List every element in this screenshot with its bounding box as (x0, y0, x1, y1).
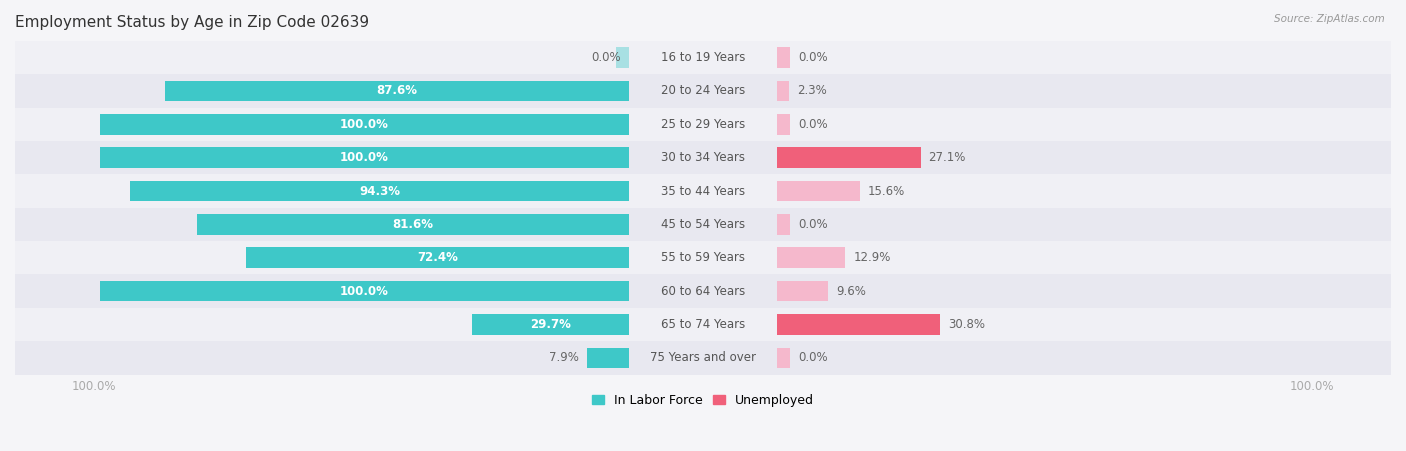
Bar (100, 281, 628, 301)
Bar (129, 181, 628, 202)
Text: 0.0%: 0.0% (799, 218, 828, 231)
Text: 25 to 29 Years: 25 to 29 Years (661, 118, 745, 131)
Bar (778, 348, 790, 368)
Text: 0.0%: 0.0% (799, 51, 828, 64)
Text: 0.0%: 0.0% (799, 351, 828, 364)
Text: 100.0%: 100.0% (340, 118, 388, 131)
Bar (100, 114, 628, 135)
Bar (778, 147, 921, 168)
Text: 100.0%: 100.0% (340, 285, 388, 298)
Text: 30.8%: 30.8% (948, 318, 986, 331)
Text: 81.6%: 81.6% (392, 218, 433, 231)
Bar (15, 108, 1391, 141)
Text: 15.6%: 15.6% (868, 184, 905, 198)
Text: 12.9%: 12.9% (853, 251, 890, 264)
Bar (778, 281, 828, 301)
Bar (15, 175, 1391, 208)
Bar (15, 308, 1391, 341)
Text: 9.6%: 9.6% (835, 285, 866, 298)
Text: 75 Years and over: 75 Years and over (650, 351, 756, 364)
Bar (778, 81, 789, 101)
Text: 16 to 19 Years: 16 to 19 Years (661, 51, 745, 64)
Text: 72.4%: 72.4% (418, 251, 458, 264)
Bar (778, 214, 790, 235)
Bar (100, 147, 628, 168)
Bar (15, 241, 1391, 275)
Bar (15, 208, 1391, 241)
Text: 100.0%: 100.0% (340, 151, 388, 164)
Bar (15, 275, 1391, 308)
Bar (15, 74, 1391, 108)
Bar (197, 214, 628, 235)
Text: 87.6%: 87.6% (377, 84, 418, 97)
Bar (778, 314, 941, 335)
Text: 20 to 24 Years: 20 to 24 Years (661, 84, 745, 97)
Legend: In Labor Force, Unemployed: In Labor Force, Unemployed (586, 389, 820, 412)
Text: 7.9%: 7.9% (550, 351, 579, 364)
Bar (15, 341, 1391, 374)
Text: 2.3%: 2.3% (797, 84, 827, 97)
Text: Employment Status by Age in Zip Code 02639: Employment Status by Age in Zip Code 026… (15, 15, 370, 30)
Bar (588, 348, 628, 368)
Text: 65 to 74 Years: 65 to 74 Years (661, 318, 745, 331)
Bar (616, 47, 628, 68)
Text: 94.3%: 94.3% (359, 184, 399, 198)
Bar (15, 141, 1391, 175)
Text: 27.1%: 27.1% (928, 151, 966, 164)
Text: 30 to 34 Years: 30 to 34 Years (661, 151, 745, 164)
Text: Source: ZipAtlas.com: Source: ZipAtlas.com (1274, 14, 1385, 23)
Bar (246, 248, 628, 268)
Text: 29.7%: 29.7% (530, 318, 571, 331)
Bar (778, 248, 845, 268)
Bar (778, 114, 790, 135)
Text: 45 to 54 Years: 45 to 54 Years (661, 218, 745, 231)
Text: 55 to 59 Years: 55 to 59 Years (661, 251, 745, 264)
Bar (15, 41, 1391, 74)
Bar (166, 81, 628, 101)
Text: 0.0%: 0.0% (592, 51, 621, 64)
Text: 0.0%: 0.0% (799, 118, 828, 131)
Text: 35 to 44 Years: 35 to 44 Years (661, 184, 745, 198)
Bar (472, 314, 628, 335)
Bar (778, 47, 790, 68)
Bar (778, 181, 859, 202)
Text: 60 to 64 Years: 60 to 64 Years (661, 285, 745, 298)
